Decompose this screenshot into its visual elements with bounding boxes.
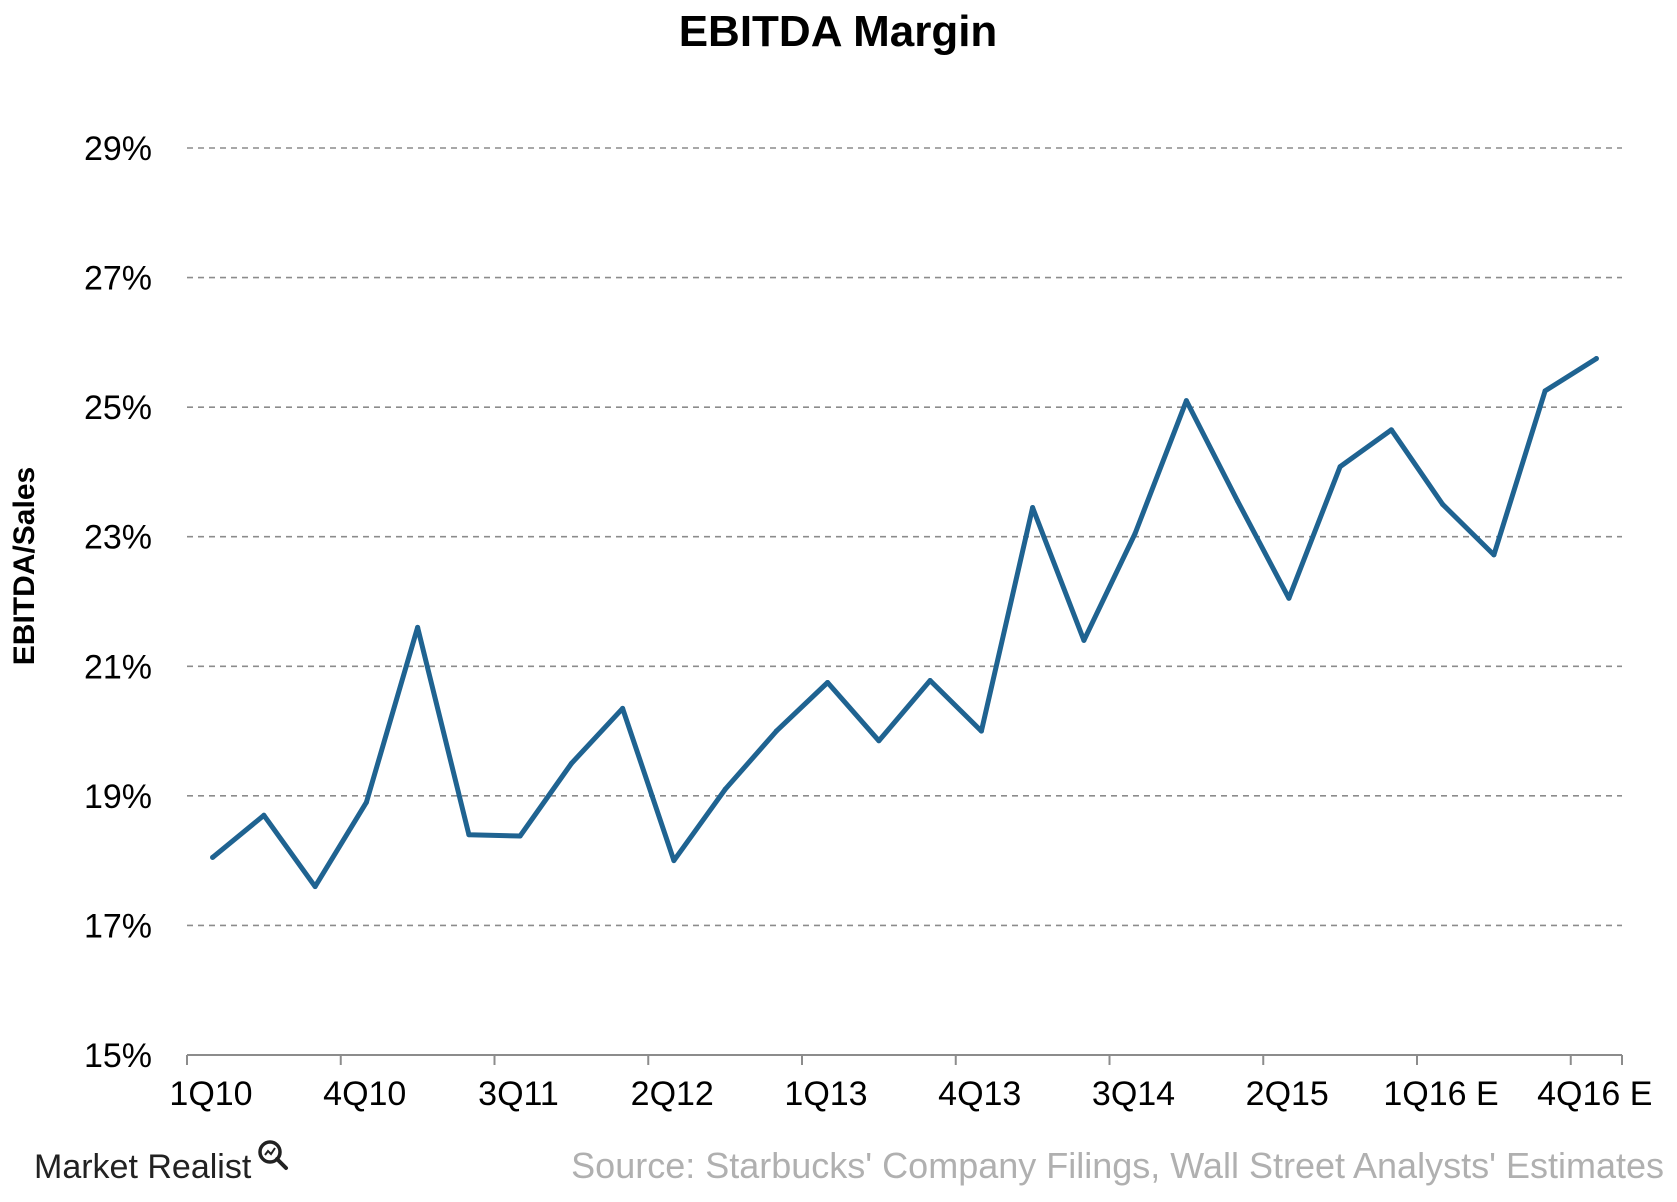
data-point bbox=[1388, 427, 1394, 433]
x-tick-label: 1Q13 bbox=[784, 1075, 867, 1113]
y-tick-labels: 15% 17% 19% 21% 23% 25% 27% 29% bbox=[84, 130, 152, 1075]
data-point bbox=[261, 812, 267, 818]
source-note: Source: Starbucks' Company Filings, Wall… bbox=[571, 1145, 1664, 1186]
data-point bbox=[876, 738, 882, 744]
x-tick-label: 4Q13 bbox=[938, 1075, 1021, 1113]
data-point bbox=[722, 786, 728, 792]
data-point bbox=[620, 705, 626, 711]
data-point bbox=[1286, 595, 1292, 601]
data-point bbox=[568, 760, 574, 766]
data-point bbox=[1337, 464, 1343, 470]
y-tick-label: 29% bbox=[84, 130, 152, 168]
x-tick-label: 4Q10 bbox=[323, 1075, 406, 1113]
x-tick-label: 1Q16 E bbox=[1383, 1075, 1498, 1113]
data-point bbox=[363, 799, 369, 805]
y-tick-label: 15% bbox=[84, 1037, 152, 1075]
magnifier-icon bbox=[258, 1140, 288, 1170]
data-point bbox=[1440, 501, 1446, 507]
gridlines bbox=[187, 147, 1622, 927]
data-point bbox=[1491, 552, 1497, 558]
footer: Market Realist Source: Starbucks' Compan… bbox=[34, 1140, 1664, 1186]
data-point bbox=[1081, 637, 1087, 643]
x-axis: 1Q10 4Q10 3Q11 2Q12 1Q13 4Q13 3Q14 2Q15 1Q16 E 4Q… bbox=[169, 1054, 1652, 1113]
data-point bbox=[927, 678, 933, 684]
data-point bbox=[1030, 505, 1036, 511]
data-point bbox=[312, 884, 318, 890]
data-point bbox=[415, 624, 421, 630]
y-tick-label: 25% bbox=[84, 389, 152, 427]
series-layer bbox=[210, 356, 1599, 890]
x-tick-label: 3Q11 bbox=[478, 1075, 559, 1113]
data-point bbox=[517, 833, 523, 839]
y-tick-label: 17% bbox=[84, 907, 152, 945]
brand-logo-text: Market Realist bbox=[34, 1148, 252, 1186]
series-line bbox=[210, 356, 1599, 890]
y-tick-label: 21% bbox=[84, 648, 152, 686]
data-point bbox=[466, 832, 472, 838]
x-tick-label: 1Q10 bbox=[169, 1075, 252, 1113]
data-point bbox=[671, 858, 677, 864]
data-point bbox=[1132, 530, 1138, 536]
x-tick-label: 2Q12 bbox=[631, 1075, 714, 1113]
x-tick-label: 2Q15 bbox=[1246, 1075, 1329, 1113]
y-tick-label: 19% bbox=[84, 778, 152, 816]
y-axis-label: EBITDA/Sales bbox=[8, 467, 41, 665]
data-point bbox=[773, 728, 779, 734]
data-point bbox=[825, 679, 831, 685]
x-tick-label: 4Q16 E bbox=[1537, 1075, 1652, 1113]
y-tick-label: 27% bbox=[84, 260, 152, 298]
data-point bbox=[978, 728, 984, 734]
chart-title: EBITDA Margin bbox=[679, 7, 998, 56]
data-point bbox=[1183, 398, 1189, 404]
data-point bbox=[210, 854, 216, 860]
x-tick-label: 3Q14 bbox=[1092, 1075, 1175, 1113]
data-point bbox=[1542, 388, 1548, 394]
y-tick-label: 23% bbox=[84, 519, 152, 557]
data-point bbox=[1235, 498, 1241, 504]
data-point bbox=[1593, 356, 1599, 362]
